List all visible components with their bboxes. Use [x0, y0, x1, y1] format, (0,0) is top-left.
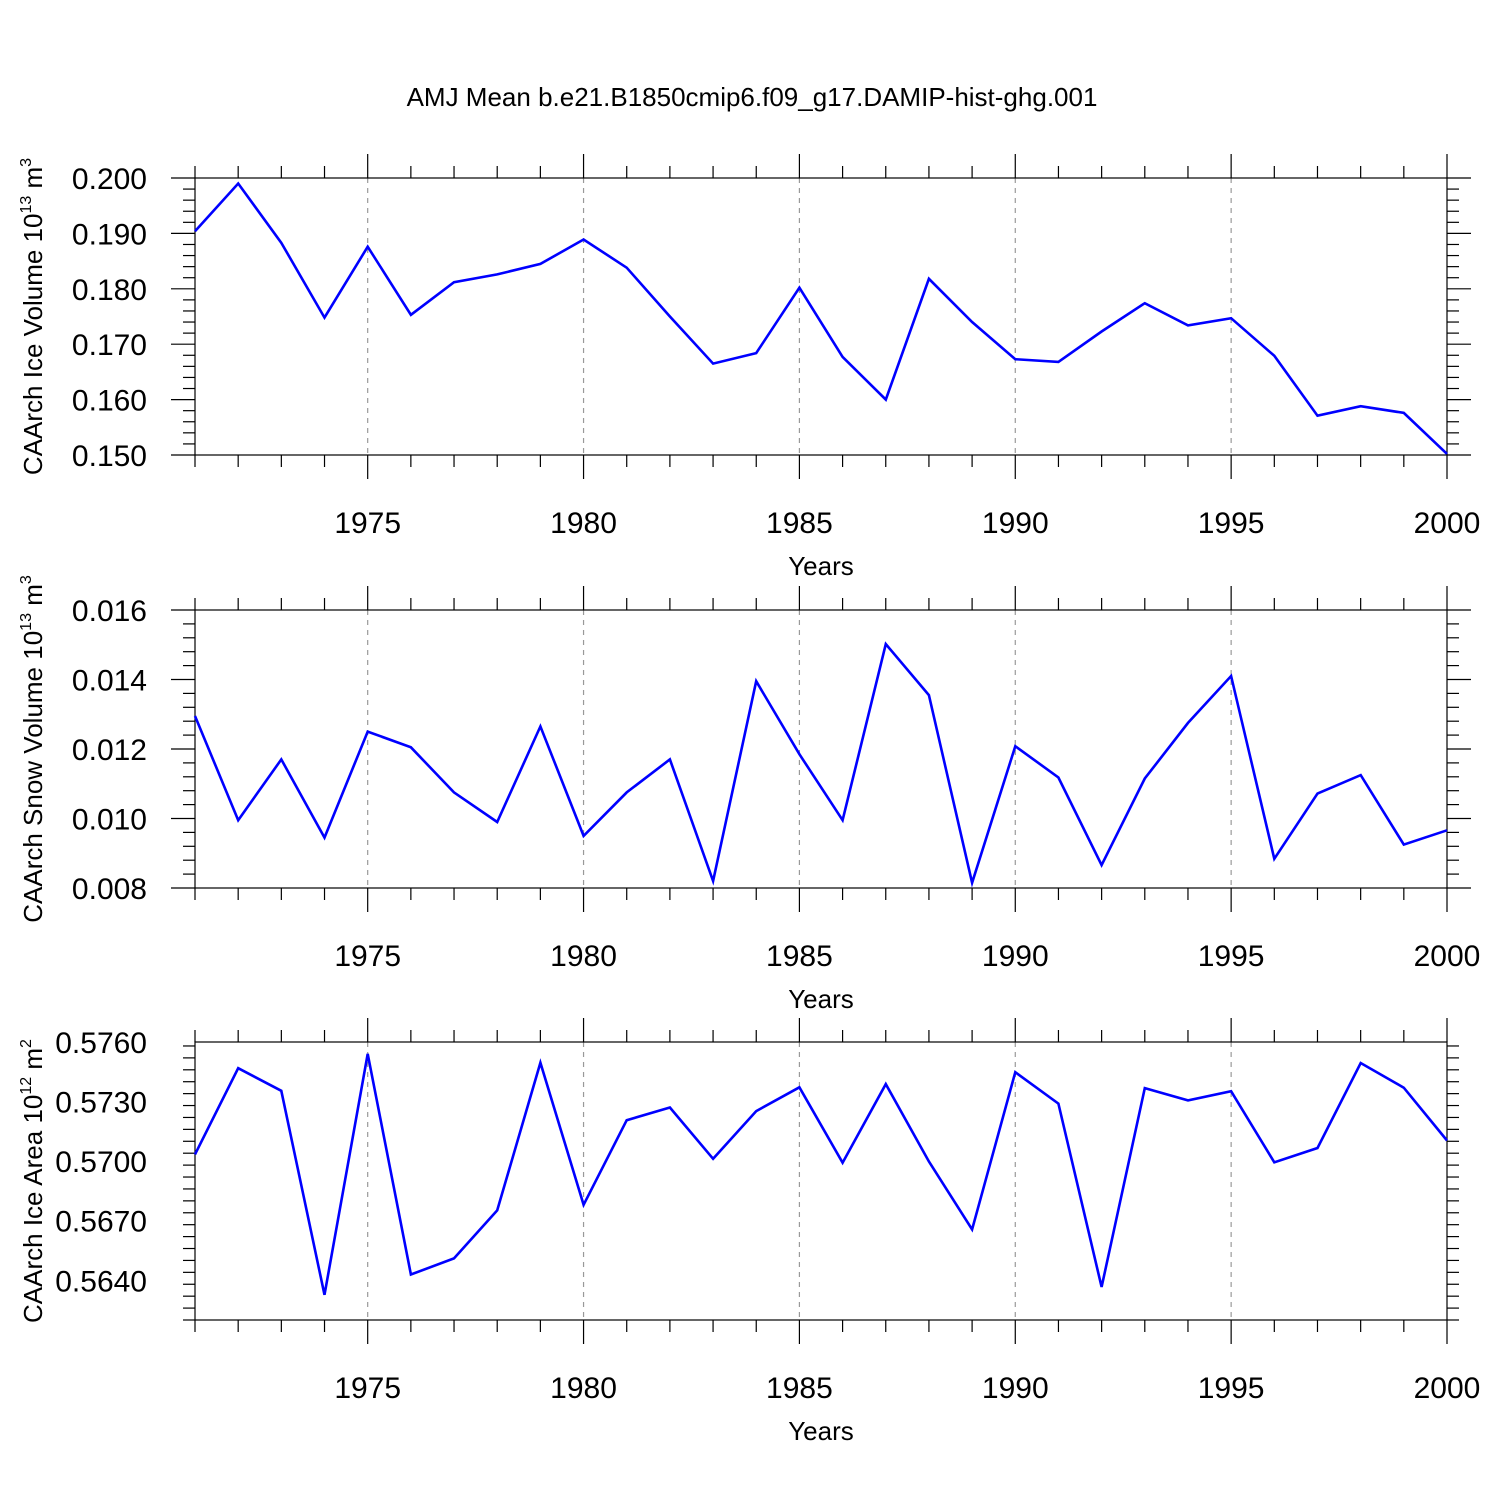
y-axis-label: CAArch Ice Volume 1013 m3 — [18, 158, 48, 475]
y-tick-label: 0.190 — [72, 218, 147, 251]
x-tick-label: 1980 — [550, 1372, 617, 1405]
plot-frame — [194, 1041, 1448, 1321]
y-tick-label: 0.5700 — [55, 1146, 147, 1179]
x-tick-label: 1975 — [334, 1372, 401, 1405]
plot-frame — [194, 609, 1448, 889]
series-line — [194, 181, 1448, 455]
chart-panel-1: 0.200 0.190 0.180 0.170 0.160 0.150 1975 1980 19… — [18, 154, 1480, 581]
x-tick-label: 1995 — [1198, 507, 1265, 540]
x-tick-label: 1990 — [982, 1372, 1049, 1405]
x-tick-label: 1985 — [766, 940, 833, 973]
y-tick-label: 0.200 — [72, 163, 147, 196]
y-tick-label: 0.170 — [72, 329, 147, 362]
x-tick-label: 1990 — [982, 507, 1049, 540]
series-line — [193, 641, 1448, 888]
y-tick-label: 0.012 — [72, 734, 147, 767]
chart-panel-3: 0.5760 0.5730 0.5700 0.5670 0.5640 1975 1980 19… — [18, 1018, 1480, 1446]
y-tick-label: 0.150 — [72, 440, 147, 473]
x-tick-label: 1975 — [334, 940, 401, 973]
chart-panel-2: 0.016 0.014 0.012 0.010 0.008 1975 1980 1985 199… — [18, 575, 1480, 1014]
x-tick-label: 2000 — [1414, 940, 1481, 973]
y-tick-label: 0.5670 — [55, 1206, 147, 1239]
x-tick-label: 1980 — [550, 507, 617, 540]
y-tick-label: 0.008 — [72, 873, 147, 906]
x-axis-label: Years — [788, 551, 854, 581]
x-axis-label: Years — [788, 1416, 854, 1446]
x-tick-label: 1995 — [1198, 940, 1265, 973]
x-tick-label: 1980 — [550, 940, 617, 973]
x-axis-label: Years — [788, 984, 854, 1014]
plot-frame — [194, 177, 1448, 456]
y-tick-label: 0.010 — [72, 804, 147, 837]
y-tick-label: 0.5760 — [55, 1027, 147, 1060]
y-tick-label: 0.014 — [72, 665, 147, 698]
x-tick-label: 1995 — [1198, 1372, 1265, 1405]
x-tick-label: 1990 — [982, 940, 1049, 973]
x-tick-label: 2000 — [1414, 507, 1481, 540]
y-tick-label: 0.016 — [72, 595, 147, 628]
y-axis-label: CAArch Snow Volume 1013 m3 — [18, 575, 48, 923]
y-tick-label: 0.180 — [72, 274, 147, 307]
x-tick-label: 1975 — [334, 507, 401, 540]
x-tick-label: 2000 — [1414, 1372, 1481, 1405]
series-line — [193, 1053, 1449, 1296]
y-tick-label: 0.160 — [72, 385, 147, 418]
y-tick-label: 0.5640 — [55, 1265, 147, 1298]
y-tick-label: 0.5730 — [55, 1087, 147, 1120]
y-axis-label: CAArch Ice Area 1012 m2 — [18, 1039, 48, 1323]
x-tick-label: 1985 — [766, 507, 833, 540]
x-tick-label: 1985 — [766, 1372, 833, 1405]
chart-title: AMJ Mean b.e21.B1850cmip6.f09_g17.DAMIP-… — [407, 82, 1098, 112]
